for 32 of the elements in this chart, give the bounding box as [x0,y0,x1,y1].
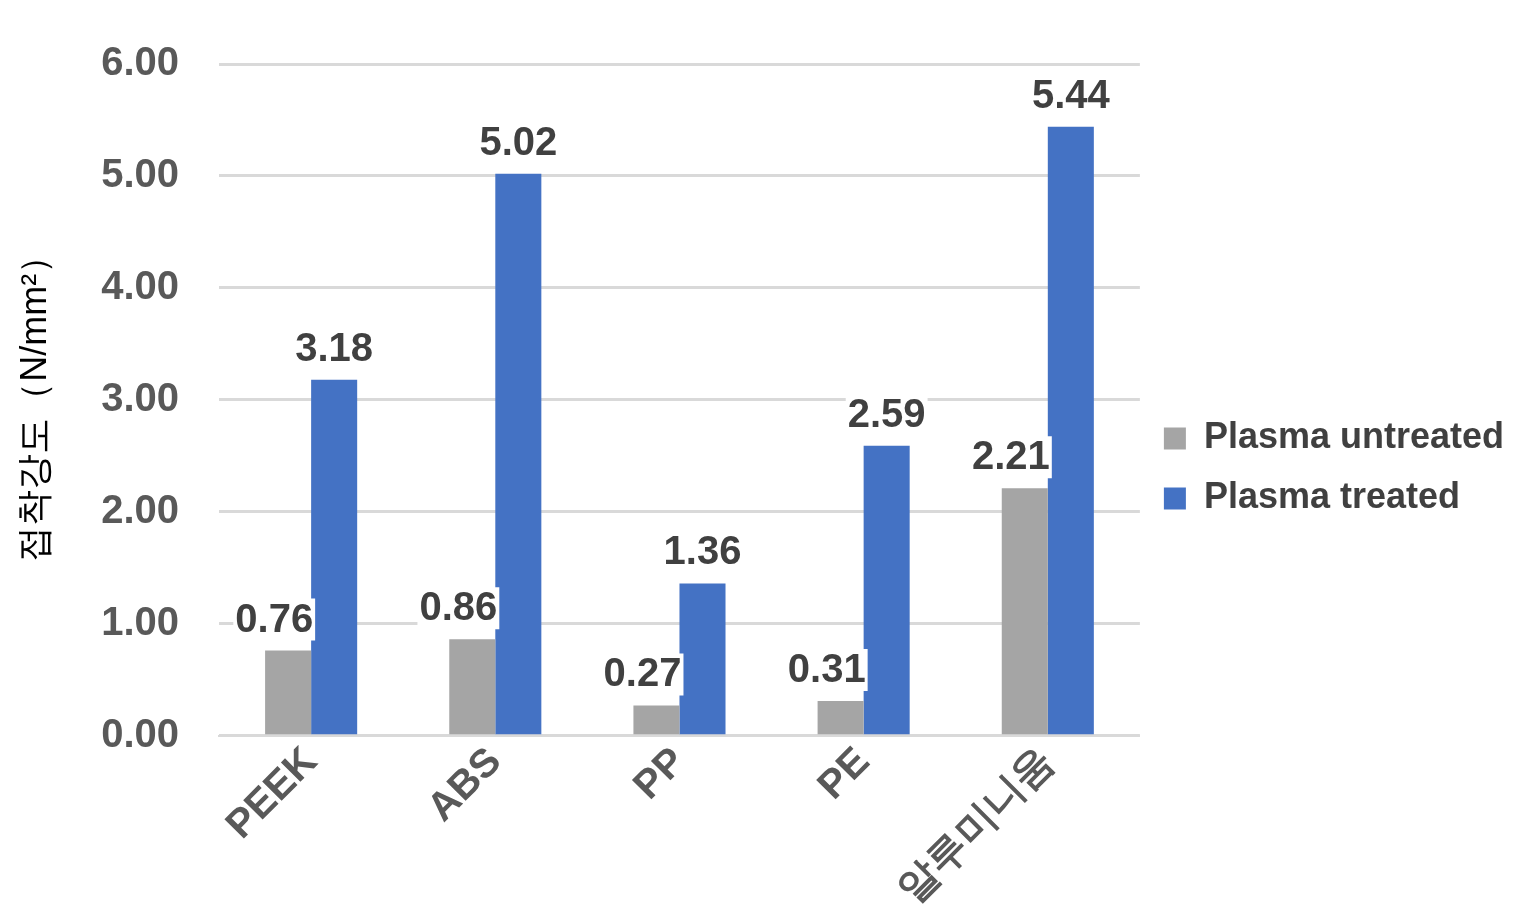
y-tick-label: 3.00 [101,374,180,419]
bar [1001,488,1048,735]
y-axis-title: 접착강도（N/mm²） [12,237,54,562]
data-label: 0.76 [235,595,314,640]
bar [863,445,910,735]
y-tick-label: 4.00 [101,262,180,307]
data-label: 1.36 [663,528,742,573]
y-tick-label: 1.00 [101,598,180,643]
bar [449,639,496,735]
data-label: 0.31 [787,645,866,690]
bar [679,583,726,735]
data-label: 5.44 [1031,71,1111,116]
y-tick-label: 2.00 [101,486,180,531]
legend-label: Plasma untreated [1203,415,1505,457]
data-label: 2.59 [847,390,926,435]
bar [311,379,358,735]
bar [1047,126,1094,735]
bar [633,705,680,735]
x-tick-label: PP [624,737,693,807]
legend-label: Plasma treated [1203,475,1461,517]
data-label: 5.02 [479,118,558,163]
data-label: 0.86 [419,584,498,629]
data-label: 2.21 [971,433,1050,478]
x-tick-label: PE [808,737,878,807]
data-label: 0.27 [603,650,682,695]
bar [265,650,312,735]
data-label: 3.18 [295,324,374,369]
y-tick-label: 5.00 [101,150,180,195]
y-tick-label: 0.00 [101,710,180,755]
y-tick-label: 6.00 [101,39,180,84]
bar [495,173,542,735]
bar [817,700,864,735]
